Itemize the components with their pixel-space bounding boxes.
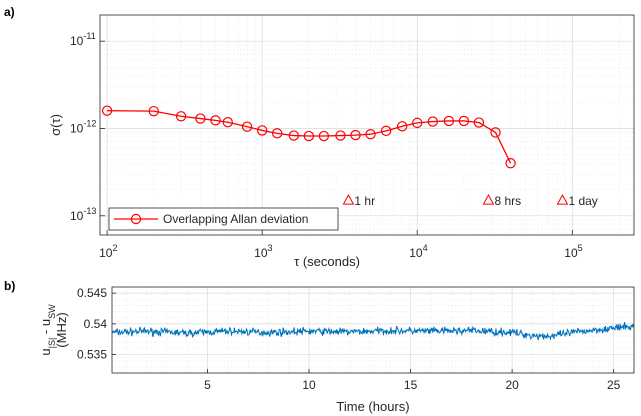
x-tick-label: 15 (404, 378, 418, 392)
plot-area-a (100, 15, 634, 235)
data-point (427, 116, 438, 127)
data-point (490, 127, 501, 138)
data-point (210, 115, 221, 126)
y-tick-base: 10 (70, 209, 84, 223)
y-tick-label: 0.54 (84, 317, 108, 331)
x-tick-label: 105 (564, 243, 582, 260)
y-tick-exp: -13 (83, 206, 96, 216)
legend-marker (130, 213, 142, 225)
x-tick-base: 10 (99, 246, 113, 260)
data-point (222, 117, 233, 128)
data-point (350, 129, 361, 141)
x-axis-label-b: Time (hours) (336, 399, 409, 414)
grid-a (99, 15, 634, 235)
series-a (101, 105, 516, 169)
panel-label-a: a) (4, 5, 15, 19)
x-tick-label: 5 (204, 378, 211, 392)
ylabel-b-u2: - u (38, 319, 53, 338)
x-tick-exp: 2 (112, 243, 117, 253)
data-point (505, 158, 516, 169)
data-point (148, 105, 159, 117)
x-tick-label: 25 (607, 378, 621, 392)
x-tick-label: 10 (302, 378, 316, 392)
allan-deviation-line (107, 110, 512, 164)
axes-frame-a (99, 14, 635, 236)
marker-triangle (482, 194, 495, 205)
series-b (111, 321, 635, 341)
legend-entry: Overlapping Allan deviation (163, 212, 308, 226)
data-point (101, 105, 113, 116)
x-tick-label: 104 (409, 243, 427, 260)
annotation-label: 8 hrs (494, 194, 521, 208)
marker-triangle (556, 194, 569, 205)
x-tick-base: 10 (254, 246, 268, 260)
y-axis-label-a: σ(τ) (48, 114, 63, 136)
legend: Overlapping Allan deviation (108, 207, 339, 231)
y-axis-unit-b: (MHz) (54, 312, 69, 347)
y-tick-base: 10 (70, 34, 84, 48)
ylabel-b-u1: u (38, 348, 53, 355)
ylabel-b-sub1: |S| (47, 338, 57, 349)
data-point (256, 125, 268, 136)
annotations-a: 1 hr 8 hrs 1 day (342, 194, 598, 208)
x-tick-exp: 5 (578, 243, 583, 253)
x-tick-label: 20 (505, 378, 519, 392)
data-point (365, 129, 376, 140)
annotation-label: 1 day (568, 194, 597, 208)
data-point (335, 130, 346, 141)
y-tick-label: 10-11 (70, 31, 96, 48)
x-tick-exp: 3 (268, 243, 273, 253)
data-point (396, 121, 408, 132)
x-axis-label-a: τ (seconds) (294, 254, 360, 269)
data-point (288, 130, 300, 141)
y-tick-label: 10-12 (70, 118, 96, 135)
x-tick-label: 102 (99, 243, 117, 260)
y-tick-label: 0.545 (77, 286, 107, 300)
y-tick-label: 10-13 (70, 206, 96, 223)
annotation-label: 1 hr (354, 194, 375, 208)
y-tick-label: 0.535 (77, 348, 107, 362)
data-point (195, 113, 206, 124)
y-axis-label-b: u|S| - uSW (38, 304, 57, 356)
data-point (241, 121, 253, 132)
y-tick-base: 10 (70, 121, 84, 135)
difference-trace (111, 321, 635, 341)
difference-time-series-chart: b) 5 10 15 20 25 0.535 0.54 0.545 u|S| - uSW (M… (4, 279, 635, 414)
panel-label-b: b) (4, 279, 15, 293)
x-tick-label: 103 (254, 243, 272, 260)
axes-frame-b (111, 286, 635, 374)
y-tick-exp: -12 (83, 118, 96, 128)
data-point (458, 115, 470, 127)
data-point (380, 125, 392, 137)
legend-box (108, 207, 339, 231)
data-point (271, 128, 283, 139)
data-point (303, 130, 315, 142)
x-tick-base: 10 (564, 246, 578, 260)
data-point (473, 117, 485, 128)
axes-b: 5 10 15 20 25 0.535 0.54 0.545 (77, 286, 635, 392)
data-point (412, 117, 423, 129)
data-point (175, 111, 187, 122)
x-tick-exp: 4 (423, 243, 428, 253)
data-point (318, 130, 330, 142)
y-tick-exp: -11 (83, 31, 95, 41)
x-tick-base: 10 (409, 246, 423, 260)
marker-triangle (342, 194, 355, 205)
data-point (443, 115, 455, 127)
ylabel-b-sub2: SW (47, 304, 57, 319)
